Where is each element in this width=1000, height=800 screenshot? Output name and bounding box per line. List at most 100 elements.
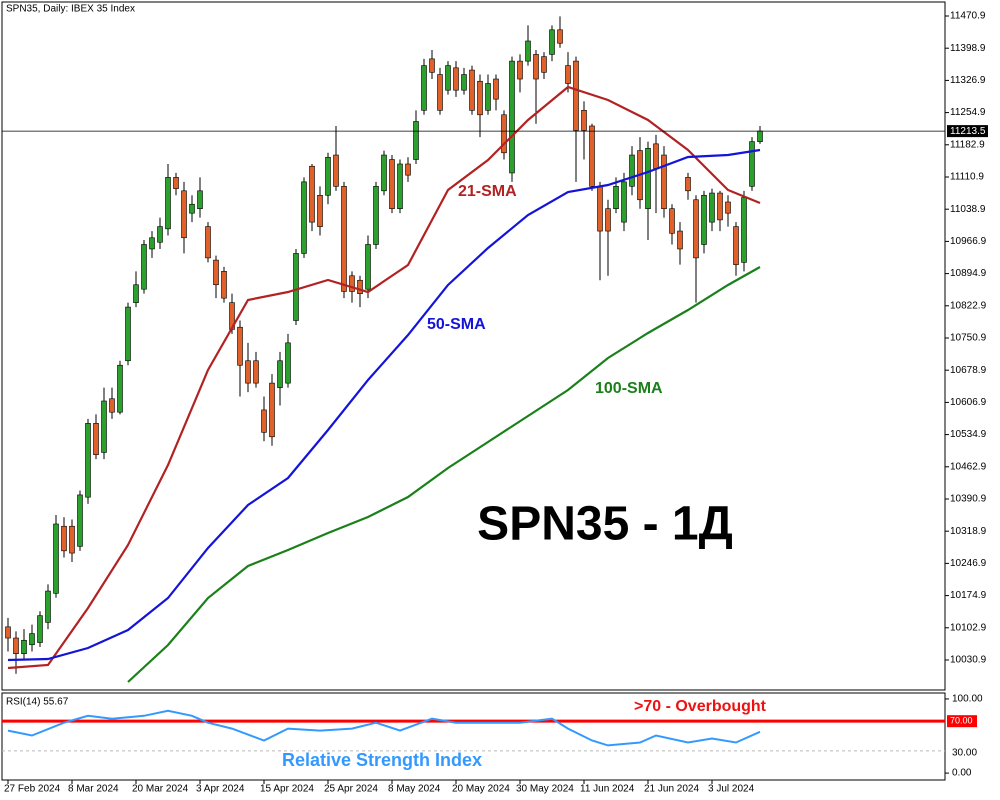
candle-body: [109, 398, 115, 413]
level-label-box: [947, 715, 977, 728]
candle-body: [493, 78, 499, 100]
x-tick-label: 30 May 2024: [516, 784, 574, 795]
x-tick-label: 15 Apr 2024: [260, 784, 314, 795]
x-tick-label: 21 Jun 2024: [644, 784, 699, 795]
candle-body: [205, 226, 211, 259]
candle-body: [301, 181, 307, 254]
chart-title: SPN35, Daily: IBEX 35 Index: [6, 4, 135, 15]
x-tick-label: 3 Jul 2024: [708, 784, 755, 795]
candle-body: [269, 382, 275, 438]
last-price-box: [947, 125, 988, 138]
rsi-title: RSI(14) 55.67: [6, 697, 69, 708]
y-tick-label: 10894.9: [950, 268, 987, 279]
sma-label: 50-SMA: [427, 316, 486, 333]
watermark: SPN35 - 1Д: [477, 498, 733, 551]
candle-body: [253, 360, 259, 384]
candle-body: [261, 409, 267, 433]
candle-body: [197, 190, 203, 210]
candle-body: [717, 192, 723, 221]
candle-body: [85, 423, 91, 498]
candle-body: [173, 177, 179, 189]
candle-body: [469, 69, 475, 111]
candle-body: [325, 156, 331, 196]
candle-body: [397, 163, 403, 210]
sma-line: [127, 266, 761, 683]
main-pane: [1, 1, 946, 691]
candle-body: [533, 54, 539, 80]
y-tick-label: 11254.9: [950, 107, 986, 118]
y-tick-label: 10606.9: [950, 397, 987, 408]
candle-body: [181, 190, 187, 239]
candle-body: [133, 284, 139, 303]
sma-line: [7, 148, 761, 662]
y-tick-label: 10750.9: [950, 333, 987, 344]
candle-body: [381, 154, 387, 192]
y-tick-label: 11470.9: [950, 11, 986, 22]
sma-label: 21-SMA: [458, 183, 517, 200]
y-tick-label: 0.00: [952, 768, 972, 779]
candle-body: [445, 65, 451, 91]
candle-body: [277, 360, 283, 388]
candle-body: [669, 208, 675, 234]
x-tick-label: 8 Mar 2024: [68, 784, 119, 795]
level-label: 70.00: [950, 716, 973, 726]
candle-body: [517, 60, 523, 80]
y-tick-label: 10534.9: [950, 429, 987, 440]
y-tick-label: 10030.9: [950, 655, 987, 666]
y-tick-label: 11398.9: [950, 43, 986, 54]
candle-body: [749, 141, 755, 187]
candle-body: [653, 143, 659, 169]
x-tick-label: 20 May 2024: [452, 784, 510, 795]
x-tick-label: 11 Jun 2024: [580, 784, 635, 795]
candle-body: [37, 615, 43, 643]
candle-body: [157, 226, 163, 243]
candle-body: [597, 186, 603, 232]
candle-body: [429, 58, 435, 73]
candle-body: [5, 626, 11, 639]
y-tick-label: 10678.9: [950, 365, 987, 376]
y-tick-label: 11182.9: [950, 139, 985, 150]
candle-body: [365, 244, 371, 290]
candle-body: [645, 148, 651, 210]
y-tick-label: 10246.9: [950, 558, 987, 569]
candle-body: [437, 74, 443, 111]
candle-body: [221, 271, 227, 299]
rsi-line: [7, 709, 761, 747]
candle-body: [53, 523, 59, 594]
candle-body: [93, 423, 99, 455]
candle-body: [757, 130, 763, 142]
candle-body: [557, 29, 563, 44]
candle-body: [677, 230, 683, 250]
x-tick-label: 3 Apr 2024: [196, 784, 245, 795]
y-tick-label: 10318.9: [950, 526, 987, 537]
candle-body: [405, 163, 411, 176]
candle-body: [685, 177, 691, 192]
candle-body: [373, 186, 379, 245]
candle-body: [61, 525, 67, 552]
candle-body: [309, 165, 315, 223]
candle-body: [581, 110, 587, 131]
candle-body: [501, 114, 507, 154]
candle-body: [613, 186, 619, 210]
rsi-annotation: >70 - Overbought: [634, 698, 767, 715]
candle-body: [541, 56, 547, 73]
candle-body: [629, 154, 635, 187]
candle-body: [101, 400, 107, 453]
sma-line: [7, 85, 761, 670]
x-tick-label: 8 May 2024: [388, 784, 441, 795]
candle-body: [77, 494, 83, 547]
x-tick-label: 25 Apr 2024: [324, 784, 378, 795]
x-tick-label: 20 Mar 2024: [132, 784, 189, 795]
candle-body: [709, 192, 715, 223]
candle-body: [733, 226, 739, 265]
candle-body: [589, 125, 595, 187]
y-tick-label: 10966.9: [950, 236, 987, 247]
candle-body: [509, 60, 515, 174]
candle-body: [285, 342, 291, 384]
candle-body: [565, 65, 571, 84]
candle-body: [349, 275, 355, 292]
candle-body: [29, 633, 35, 646]
candle-body: [21, 639, 27, 654]
